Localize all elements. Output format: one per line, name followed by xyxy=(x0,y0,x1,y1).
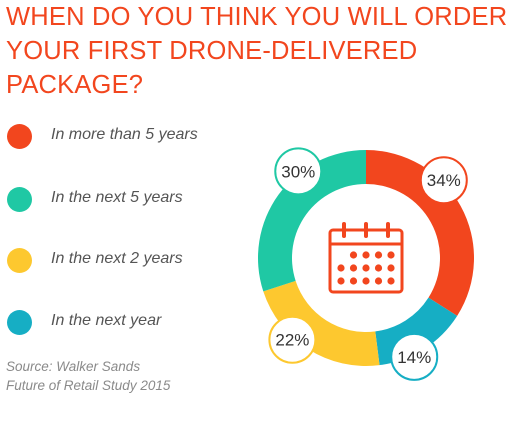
donut-slice xyxy=(258,150,366,292)
legend-swatch-green xyxy=(7,187,32,212)
calendar-day-dot xyxy=(349,264,358,272)
slice-label-text: 14% xyxy=(397,348,431,367)
calendar-day-dot xyxy=(362,251,370,259)
calendar-day-dot xyxy=(337,277,345,285)
calendar-day-dot xyxy=(374,277,383,285)
slice-label-circle xyxy=(274,147,323,196)
title-line-2: YOUR FIRST DRONE-DELIVERED PACKAGE? xyxy=(6,37,418,99)
calendar-day-dot xyxy=(387,277,395,285)
legend-label: In the next 2 years xyxy=(51,250,183,267)
slice-labels: 34% 14% 22% 30% xyxy=(268,147,468,381)
calendar-day-dot xyxy=(387,264,395,272)
slice-label: 14% xyxy=(390,332,439,381)
slice-label: 34% xyxy=(419,156,468,205)
legend-swatch-orange xyxy=(7,124,32,149)
calendar-day-dot xyxy=(374,264,383,272)
calendar-day-dot xyxy=(337,264,345,272)
calendar-day-dot xyxy=(349,277,358,285)
title-line-1: WHEN DO YOU THINK YOU WILL ORDER xyxy=(6,3,508,31)
calendar-day-dot xyxy=(349,251,358,259)
slice-label-text: 34% xyxy=(427,171,461,190)
donut-chart: 34% 14% 22% 30% xyxy=(258,147,474,381)
slice-label-circle xyxy=(390,332,439,381)
slice-label: 22% xyxy=(268,315,317,364)
slice-label: 30% xyxy=(274,147,323,196)
slice-label-circle xyxy=(268,315,317,364)
donut-slice xyxy=(263,280,380,366)
calendar-day-dot xyxy=(374,251,383,259)
slice-label-circle xyxy=(419,156,468,205)
source-line-2: Future of Retail Study 2015 xyxy=(6,378,171,393)
source-note: Source: Walker Sands Future of Retail St… xyxy=(6,357,170,395)
legend-label: In the next 5 years xyxy=(51,189,183,206)
legend-swatch-yellow xyxy=(7,248,32,273)
chart-title: WHEN DO YOU THINK YOU WILL ORDER YOUR FI… xyxy=(6,0,512,102)
slice-label-text: 30% xyxy=(281,162,315,181)
calendar-day-dot xyxy=(362,264,370,272)
legend-label: In more than 5 years xyxy=(51,126,198,143)
legend-swatch-blue xyxy=(7,310,32,335)
legend-item-next-year: In the next year xyxy=(6,308,246,338)
legend-item-more-than-5-years: In more than 5 years xyxy=(6,122,246,152)
calendar-day-dot xyxy=(387,251,395,259)
legend-item-next-5-years: In the next 5 years xyxy=(6,185,246,215)
source-line-1: Source: Walker Sands xyxy=(6,359,141,374)
slice-label-text: 22% xyxy=(275,331,309,350)
calendar-day-dot xyxy=(362,277,370,285)
legend-item-next-2-years: In the next 2 years xyxy=(6,246,246,276)
legend-label: In the next year xyxy=(51,312,162,329)
calendar-icon xyxy=(328,222,404,294)
